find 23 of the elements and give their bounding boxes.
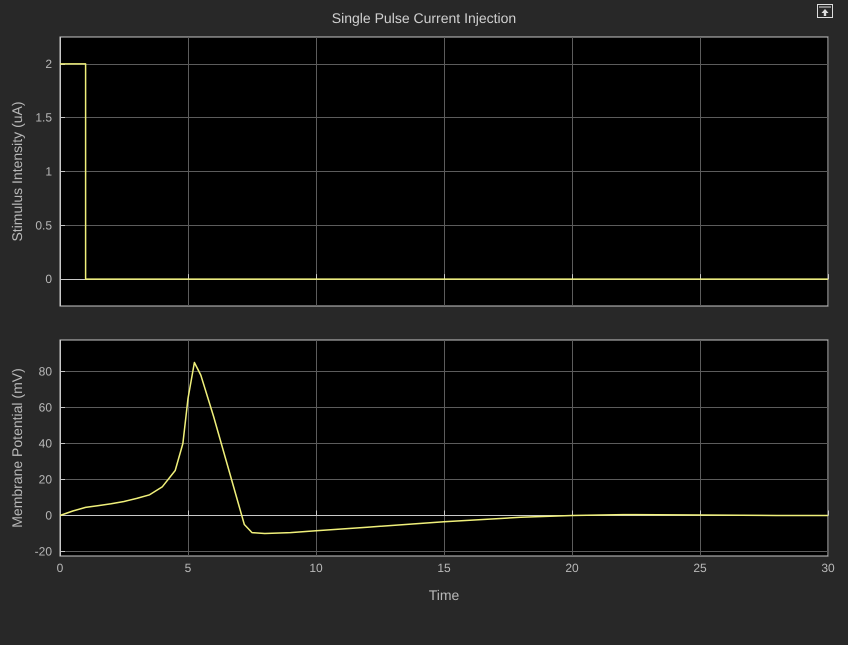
y-tick-label: 1	[45, 164, 52, 178]
y-tick-label: 80	[38, 364, 52, 378]
y-tick-label: 40	[38, 436, 52, 450]
y-tick-label: 0	[45, 272, 52, 286]
y-tick-label: 2	[45, 56, 52, 71]
y-axis-title: Stimulus Intensity (uA)	[9, 101, 25, 242]
chart-title: Single Pulse Current Injection	[332, 10, 516, 26]
x-tick-label: 5	[184, 561, 192, 575]
y-tick-label: 60	[38, 400, 52, 414]
x-tick-label: 15	[437, 561, 451, 575]
x-axis-title: Time	[428, 587, 460, 603]
y-tick-label: -20	[34, 544, 52, 558]
y-tick-label: 1.5	[35, 110, 52, 125]
line-series	[59, 362, 829, 534]
x-tick-label: 10	[309, 561, 323, 575]
y-axis-title: Membrane Potential (mV)	[8, 368, 25, 528]
y-tick-label: 0.5	[35, 218, 52, 232]
x-tick-label: 0	[56, 561, 64, 575]
y-tick-label: 20	[38, 472, 52, 486]
y-tick-label: 0	[45, 508, 52, 522]
x-tick-label: 20	[565, 561, 579, 575]
x-tick-label: 25	[693, 561, 707, 575]
x-tick-label: 30	[821, 561, 835, 575]
